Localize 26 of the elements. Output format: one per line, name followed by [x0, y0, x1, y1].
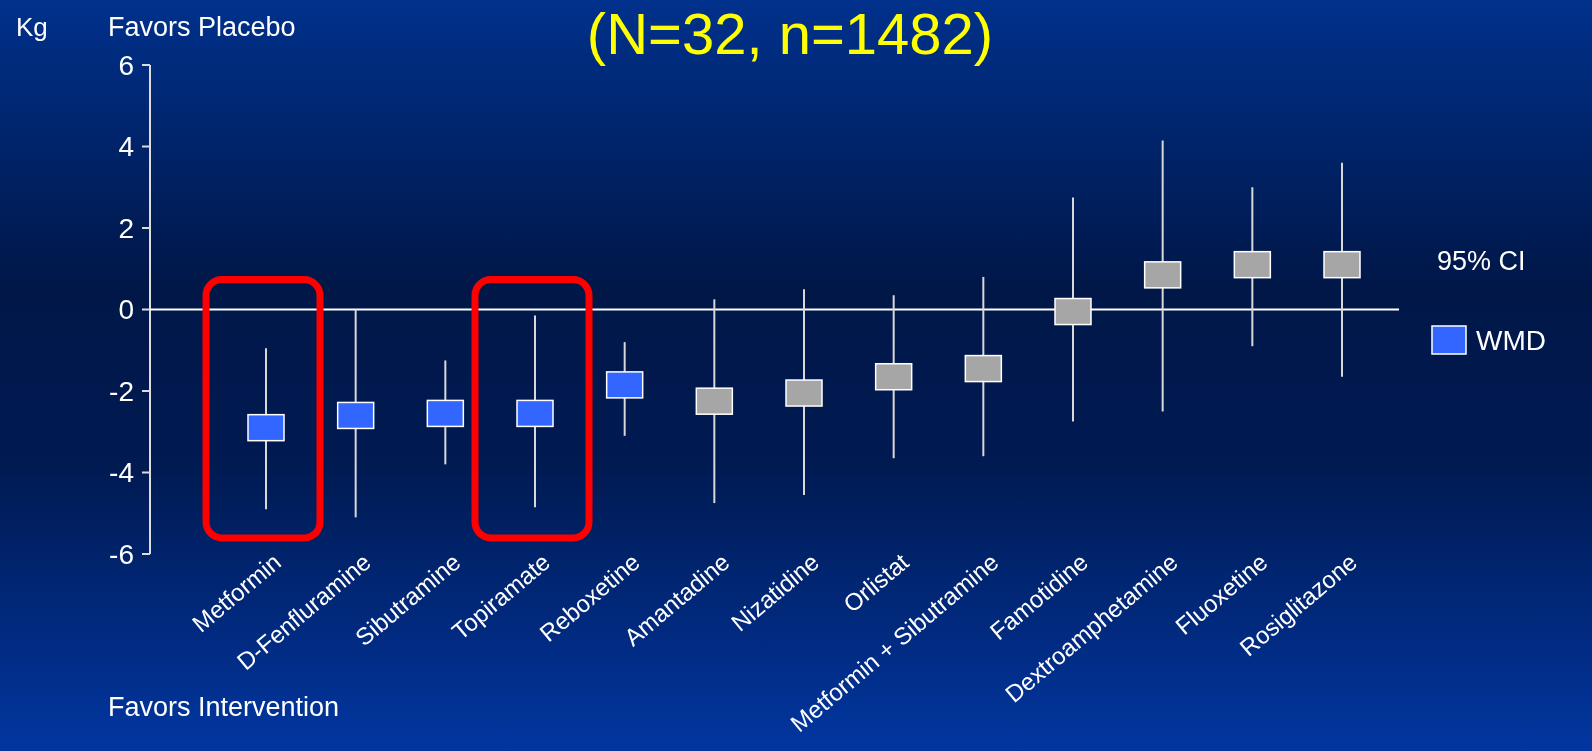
point — [695, 387, 734, 415]
y-tick-label: -6 — [109, 538, 134, 570]
text: Favors Placebo — [108, 12, 296, 42]
legend-label: WMD — [1476, 324, 1546, 356]
point — [336, 401, 375, 430]
point — [874, 362, 913, 391]
point — [785, 379, 823, 407]
point — [1054, 297, 1092, 326]
text: Favors Intervention — [108, 692, 340, 722]
text: 95% CI — [1437, 246, 1526, 276]
chart-title: (N=32, n=1482) — [586, 1, 994, 66]
point — [964, 354, 1003, 383]
y-tick-label: -2 — [109, 375, 134, 407]
y-tick-label: 4 — [118, 131, 134, 163]
point — [516, 399, 554, 428]
point — [1233, 250, 1272, 279]
y-tick-label: 0 — [118, 294, 134, 326]
y-tick-label: -4 — [109, 457, 134, 489]
point — [247, 413, 285, 442]
point — [1323, 250, 1361, 279]
y-axis-title: Kg — [16, 12, 48, 42]
point — [605, 371, 644, 399]
point — [426, 399, 465, 428]
point — [1143, 261, 1182, 289]
y-tick-label: 2 — [118, 212, 134, 244]
y-tick-label: 6 — [118, 49, 134, 81]
